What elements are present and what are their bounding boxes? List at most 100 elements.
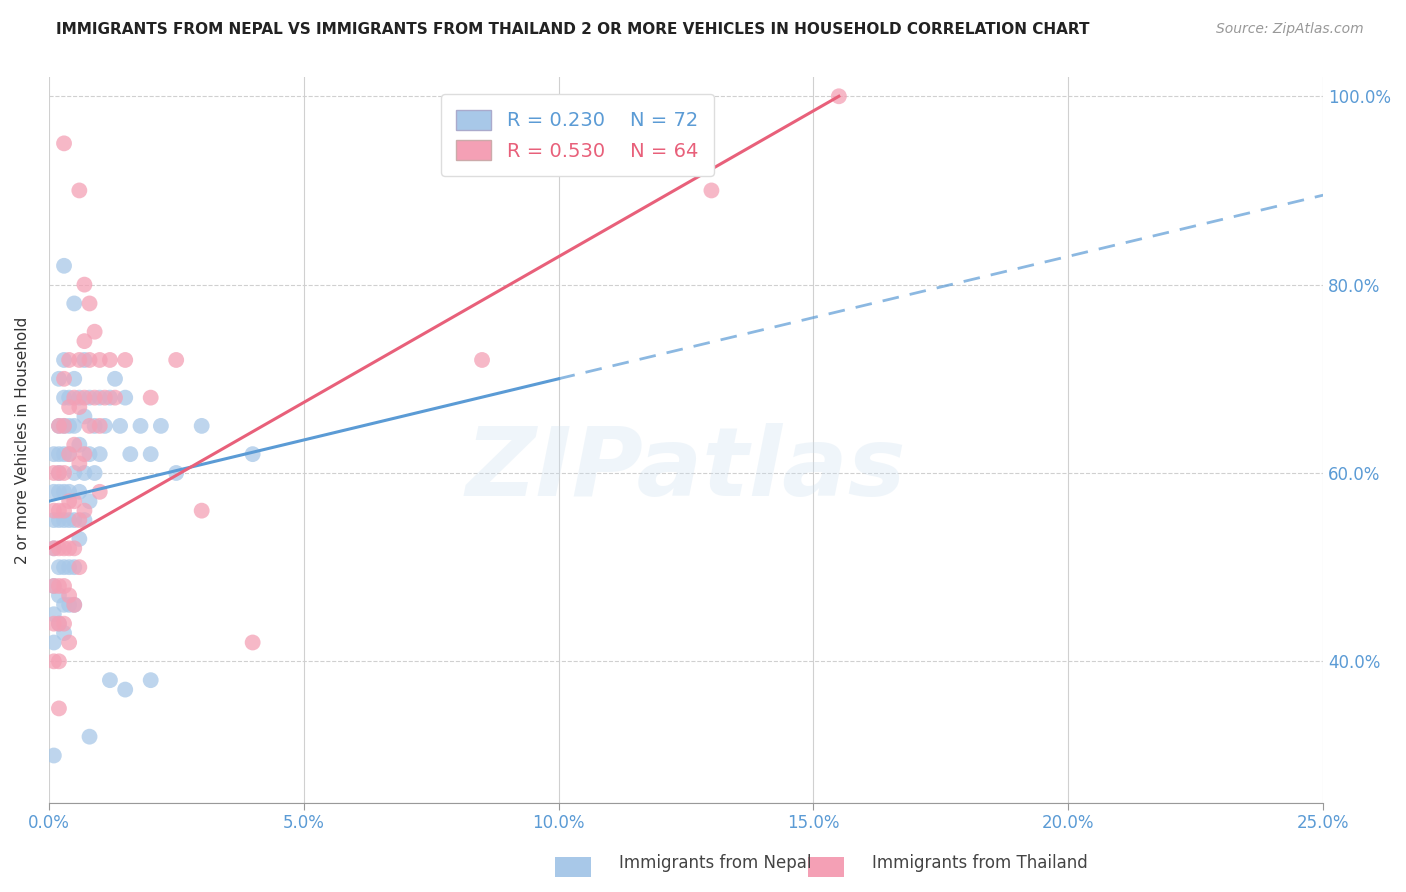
Point (67, 532, 90, 546)
Text: IMMIGRANTS FROM NEPAL VS IMMIGRANTS FROM THAILAND 2 OR MORE VEHICLES IN HOUSEHOL: IMMIGRANTS FROM NEPAL VS IMMIGRANTS FROM… (56, 22, 1090, 37)
Point (48, 560, 70, 574)
Point (63, 418, 86, 433)
Point (53, 484, 76, 499)
Point (48, 418, 70, 433)
Point (165, 353, 187, 368)
Point (89, 353, 111, 368)
Point (67, 484, 90, 499)
Point (58, 447, 80, 461)
Point (48, 447, 70, 461)
Point (190, 418, 212, 433)
Point (149, 418, 172, 433)
Point (67, 400, 90, 414)
Point (190, 503, 212, 517)
Point (828, 89, 851, 103)
Point (242, 635, 264, 649)
Point (48, 418, 70, 433)
Point (53, 418, 76, 433)
Point (67, 438, 90, 452)
Point (42, 635, 65, 649)
Point (42, 541, 65, 556)
Point (98, 353, 121, 368)
Point (114, 353, 136, 368)
Point (89, 447, 111, 461)
Point (89, 391, 111, 405)
Point (58, 353, 80, 368)
Point (79, 447, 101, 461)
Point (67, 560, 90, 574)
Point (53, 418, 76, 433)
Point (63, 372, 86, 386)
Point (73, 391, 96, 405)
Point (42, 503, 65, 517)
Point (83, 391, 105, 405)
Point (63, 296, 86, 310)
Point (58, 418, 80, 433)
Point (98, 391, 121, 405)
Point (48, 466, 70, 480)
Point (129, 418, 152, 433)
Point (42, 607, 65, 622)
Point (53, 598, 76, 612)
Point (89, 484, 111, 499)
Point (108, 418, 131, 433)
Point (48, 466, 70, 480)
Point (53, 513, 76, 527)
Point (42, 484, 65, 499)
Point (73, 513, 96, 527)
Point (58, 513, 80, 527)
Point (58, 560, 80, 574)
Point (471, 353, 494, 368)
Point (73, 447, 96, 461)
Point (139, 673, 162, 688)
Point (53, 136, 76, 151)
Point (53, 372, 76, 386)
Point (42, 616, 65, 631)
Point (73, 334, 96, 348)
Point (48, 579, 70, 593)
Point (94, 418, 117, 433)
Point (58, 400, 80, 414)
Point (53, 259, 76, 273)
Text: ZIPatlas: ZIPatlas (465, 423, 907, 516)
Point (53, 466, 76, 480)
Point (63, 541, 86, 556)
Point (139, 391, 162, 405)
Point (165, 466, 187, 480)
Point (94, 391, 117, 405)
Point (67, 457, 90, 471)
Point (63, 598, 86, 612)
Point (63, 560, 86, 574)
Point (114, 391, 136, 405)
Point (63, 391, 86, 405)
Point (53, 626, 76, 640)
Point (48, 484, 70, 499)
Point (53, 579, 76, 593)
Point (114, 682, 136, 697)
Point (58, 484, 80, 499)
Point (58, 391, 80, 405)
Point (48, 654, 70, 668)
Point (53, 353, 76, 368)
Point (63, 494, 86, 508)
Point (79, 353, 101, 368)
Point (48, 503, 70, 517)
Point (42, 466, 65, 480)
Y-axis label: 2 or more Vehicles in Household: 2 or more Vehicles in Household (15, 317, 30, 564)
Point (67, 353, 90, 368)
Point (53, 503, 76, 517)
Point (98, 673, 121, 688)
Point (53, 541, 76, 556)
Point (67, 184, 90, 198)
Point (700, 184, 723, 198)
Point (79, 730, 101, 744)
Point (58, 635, 80, 649)
Point (53, 560, 76, 574)
Point (48, 541, 70, 556)
Point (83, 418, 105, 433)
Point (73, 503, 96, 517)
Text: Immigrants from Nepal: Immigrants from Nepal (619, 855, 811, 872)
Point (42, 541, 65, 556)
Point (42, 748, 65, 763)
Point (42, 447, 65, 461)
